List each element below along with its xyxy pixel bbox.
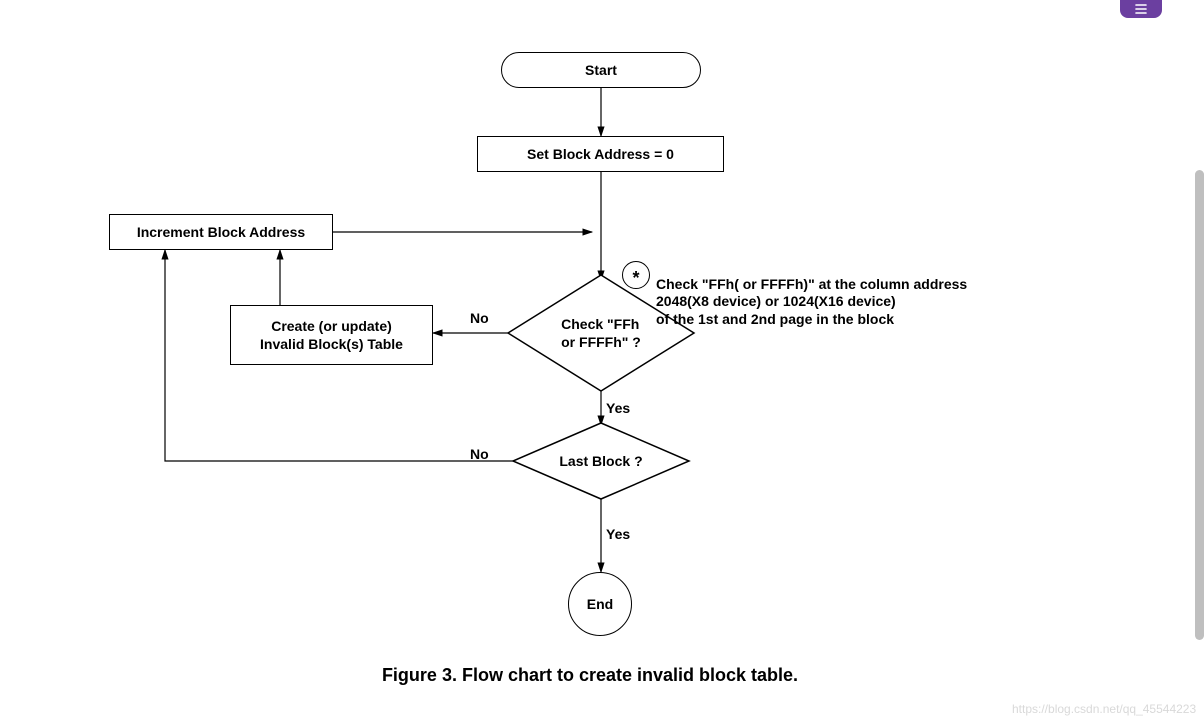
edge-label-check-yes: Yes [606,400,630,416]
node-start-label: Start [585,62,617,78]
node-start: Start [501,52,701,88]
node-increment: Increment Block Address [109,214,333,250]
node-set-address: Set Block Address = 0 [477,136,724,172]
vertical-scrollbar[interactable] [1192,0,1204,722]
node-end-label: End [587,596,613,612]
annotation-text: Check "FFh( or FFFFh)" at the column add… [656,258,1076,328]
scrollbar-thumb[interactable] [1195,170,1204,640]
watermark-text: https://blog.csdn.net/qq_45544223 [1012,702,1196,716]
edge-label-last-yes: Yes [606,526,630,542]
node-increment-label: Increment Block Address [137,224,305,240]
node-create-table: Create (or update) Invalid Block(s) Tabl… [230,305,433,365]
menu-icon [1134,3,1148,15]
figure-caption: Figure 3. Flow chart to create invalid b… [0,665,1180,686]
node-create-table-label: Create (or update) Invalid Block(s) Tabl… [260,317,403,353]
edge-label-check-no: No [470,310,489,326]
node-set-address-label: Set Block Address = 0 [527,146,674,162]
node-star-marker: * [622,261,650,289]
node-end: End [568,572,632,636]
page-badge[interactable] [1120,0,1162,18]
edge-label-last-no: No [470,446,489,462]
node-star-label: * [632,269,639,287]
node-last-block-text: Last Block ? [506,416,696,506]
